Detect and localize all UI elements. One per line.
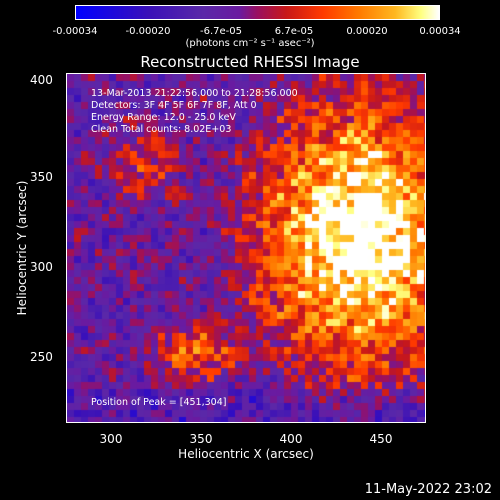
y-tick-label: 300 bbox=[30, 260, 53, 274]
date-stamp: 11-May-2022 23:02 bbox=[364, 482, 492, 497]
colorbar-tick: -0.00034 bbox=[52, 26, 98, 37]
annotation-detectors: Detectors: 3F 4F 5F 6F 7F 8F, Att 0 bbox=[91, 100, 257, 111]
x-tick-label: 450 bbox=[369, 432, 393, 446]
x-tick-label: 400 bbox=[279, 432, 303, 446]
colorbar-unit: (photons cm⁻² s⁻¹ asec⁻²) bbox=[185, 38, 315, 49]
y-tick-label: 400 bbox=[30, 73, 53, 87]
colorbar-tick: -6.7e-05 bbox=[200, 26, 242, 37]
annotation-time-range: 13-Mar-2013 21:22:56.000 to 21:28:56.000 bbox=[91, 88, 298, 99]
y-axis-label: Heliocentric Y (arcsec) bbox=[15, 180, 29, 316]
y-tick-label: 350 bbox=[30, 170, 53, 184]
colorbar-tick: -0.00020 bbox=[125, 26, 171, 37]
annotation-clean: Clean Total counts: 8.02E+03 bbox=[91, 124, 232, 135]
x-tick-label: 300 bbox=[99, 432, 123, 446]
chart-title: Reconstructed RHESSI Image bbox=[140, 53, 360, 71]
colorbar-tick: 6.7e-05 bbox=[274, 26, 314, 37]
colorbar-tick: 0.00034 bbox=[419, 26, 461, 37]
colorbar bbox=[75, 5, 440, 20]
x-axis-label: Heliocentric X (arcsec) bbox=[178, 447, 314, 461]
plot-area bbox=[66, 73, 426, 423]
y-tick-label: 250 bbox=[30, 350, 53, 364]
annotation-peak: Position of Peak = [451,304] bbox=[91, 397, 227, 408]
colorbar-tick: 0.00020 bbox=[346, 26, 388, 37]
x-tick-label: 350 bbox=[189, 432, 213, 446]
heatmap-image bbox=[67, 74, 425, 422]
annotation-energy-range: Energy Range: 12.0 - 25.0 keV bbox=[91, 112, 236, 123]
